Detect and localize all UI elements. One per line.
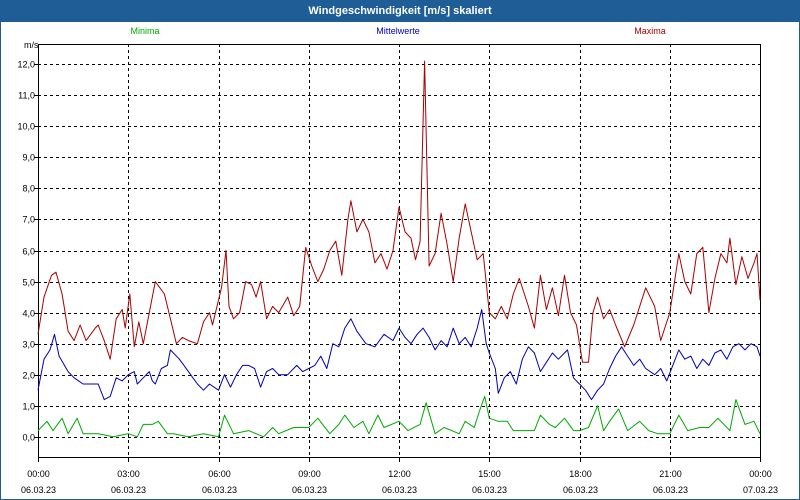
legend-minima: Minima <box>130 26 159 36</box>
series-line-minima <box>37 395 761 438</box>
x-tick-date-label: 07.03.23 <box>743 485 778 495</box>
x-tick-date-label: 06.03.23 <box>202 485 237 495</box>
series-line-mittelwerte <box>37 309 761 401</box>
x-tick-date-label: 06.03.23 <box>292 485 327 495</box>
x-tick-time-label: 00:00 <box>27 469 50 479</box>
x-tick-time-label: 21:00 <box>659 469 682 479</box>
x-tick-date-label: 06.03.23 <box>382 485 417 495</box>
legend-maxima: Maxima <box>634 26 666 36</box>
data-series <box>37 60 761 438</box>
x-tick-time-label: 09:00 <box>298 469 321 479</box>
legend: Minima Mittelwerte Maxima <box>130 26 665 36</box>
series-line-maxima <box>37 60 761 363</box>
x-tick-date-label: 06.03.23 <box>653 485 688 495</box>
y-tick-label: 7,0 <box>22 215 35 225</box>
x-axis: 00:00 06.03.23 03:00 06.03.23 06:00 06.03.23 0… <box>21 457 778 495</box>
y-tick-label: 4,0 <box>22 309 35 319</box>
window-title: Windgeschwindigkeit [m/s] skaliert <box>1 1 799 22</box>
x-tick-time-label: 15:00 <box>478 469 501 479</box>
x-tick-time-label: 18:00 <box>569 469 592 479</box>
x-tick-time-label: 00:00 <box>749 469 772 479</box>
x-tick-date-label: 06.03.23 <box>21 485 56 495</box>
y-axis: 0,0 1,0 2,0 3,0 4,0 5,0 6,0 7,0 8,0 9,0 10,0 11,0 12… <box>17 60 38 443</box>
x-tick-date-label: 06.03.23 <box>563 485 598 495</box>
y-tick-label: 1,0 <box>22 402 35 412</box>
grid-lines <box>38 44 760 457</box>
legend-mittelwerte: Mittelwerte <box>376 26 420 36</box>
x-tick-date-label: 06.03.23 <box>472 485 507 495</box>
x-tick-date-label: 06.03.23 <box>111 485 146 495</box>
y-tick-label: 3,0 <box>22 340 35 350</box>
y-tick-label: 5,0 <box>22 278 35 288</box>
y-tick-label: 8,0 <box>22 184 35 194</box>
y-tick-label: 12,0 <box>17 60 35 70</box>
y-tick-label: 0,0 <box>22 433 35 443</box>
y-tick-label: 6,0 <box>22 247 35 257</box>
y-tick-label: 9,0 <box>22 153 35 163</box>
y-tick-label: 2,0 <box>22 371 35 381</box>
y-tick-label: 10,0 <box>17 122 35 132</box>
y-tick-label: 11,0 <box>18 91 35 101</box>
y-axis-unit-label: m/s <box>24 40 39 50</box>
x-tick-time-label: 12:00 <box>388 469 411 479</box>
x-tick-time-label: 03:00 <box>117 469 140 479</box>
x-tick-time-label: 06:00 <box>208 469 231 479</box>
